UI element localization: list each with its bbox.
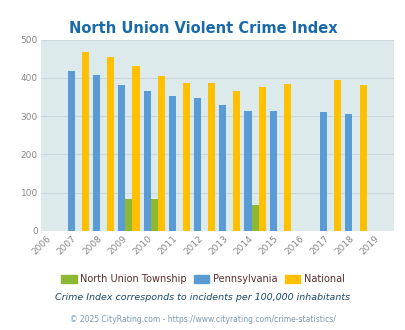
Bar — [168, 96, 175, 231]
Bar — [150, 199, 157, 231]
Bar — [93, 75, 100, 231]
Bar — [219, 106, 226, 231]
Bar — [182, 83, 190, 231]
Bar — [320, 112, 326, 231]
Bar — [233, 91, 240, 231]
Bar — [345, 114, 352, 231]
Bar — [251, 205, 258, 231]
Text: © 2025 CityRating.com - https://www.cityrating.com/crime-statistics/: © 2025 CityRating.com - https://www.city… — [70, 315, 335, 324]
Bar — [82, 52, 89, 231]
Bar — [283, 84, 290, 231]
Bar — [132, 66, 139, 231]
Bar — [269, 111, 276, 231]
Bar — [194, 98, 200, 231]
Bar — [244, 111, 251, 231]
Text: Crime Index corresponds to incidents per 100,000 inhabitants: Crime Index corresponds to incidents per… — [55, 293, 350, 302]
Bar — [107, 57, 114, 231]
Bar — [157, 76, 164, 231]
Bar — [125, 199, 132, 231]
Bar — [68, 71, 75, 231]
Bar — [143, 91, 150, 231]
Legend: North Union Township, Pennsylvania, National: North Union Township, Pennsylvania, Nati… — [57, 271, 348, 288]
Bar — [258, 87, 265, 231]
Bar — [358, 85, 366, 231]
Text: North Union Violent Crime Index: North Union Violent Crime Index — [68, 21, 337, 36]
Bar — [118, 85, 125, 231]
Bar — [333, 80, 341, 231]
Bar — [208, 83, 215, 231]
